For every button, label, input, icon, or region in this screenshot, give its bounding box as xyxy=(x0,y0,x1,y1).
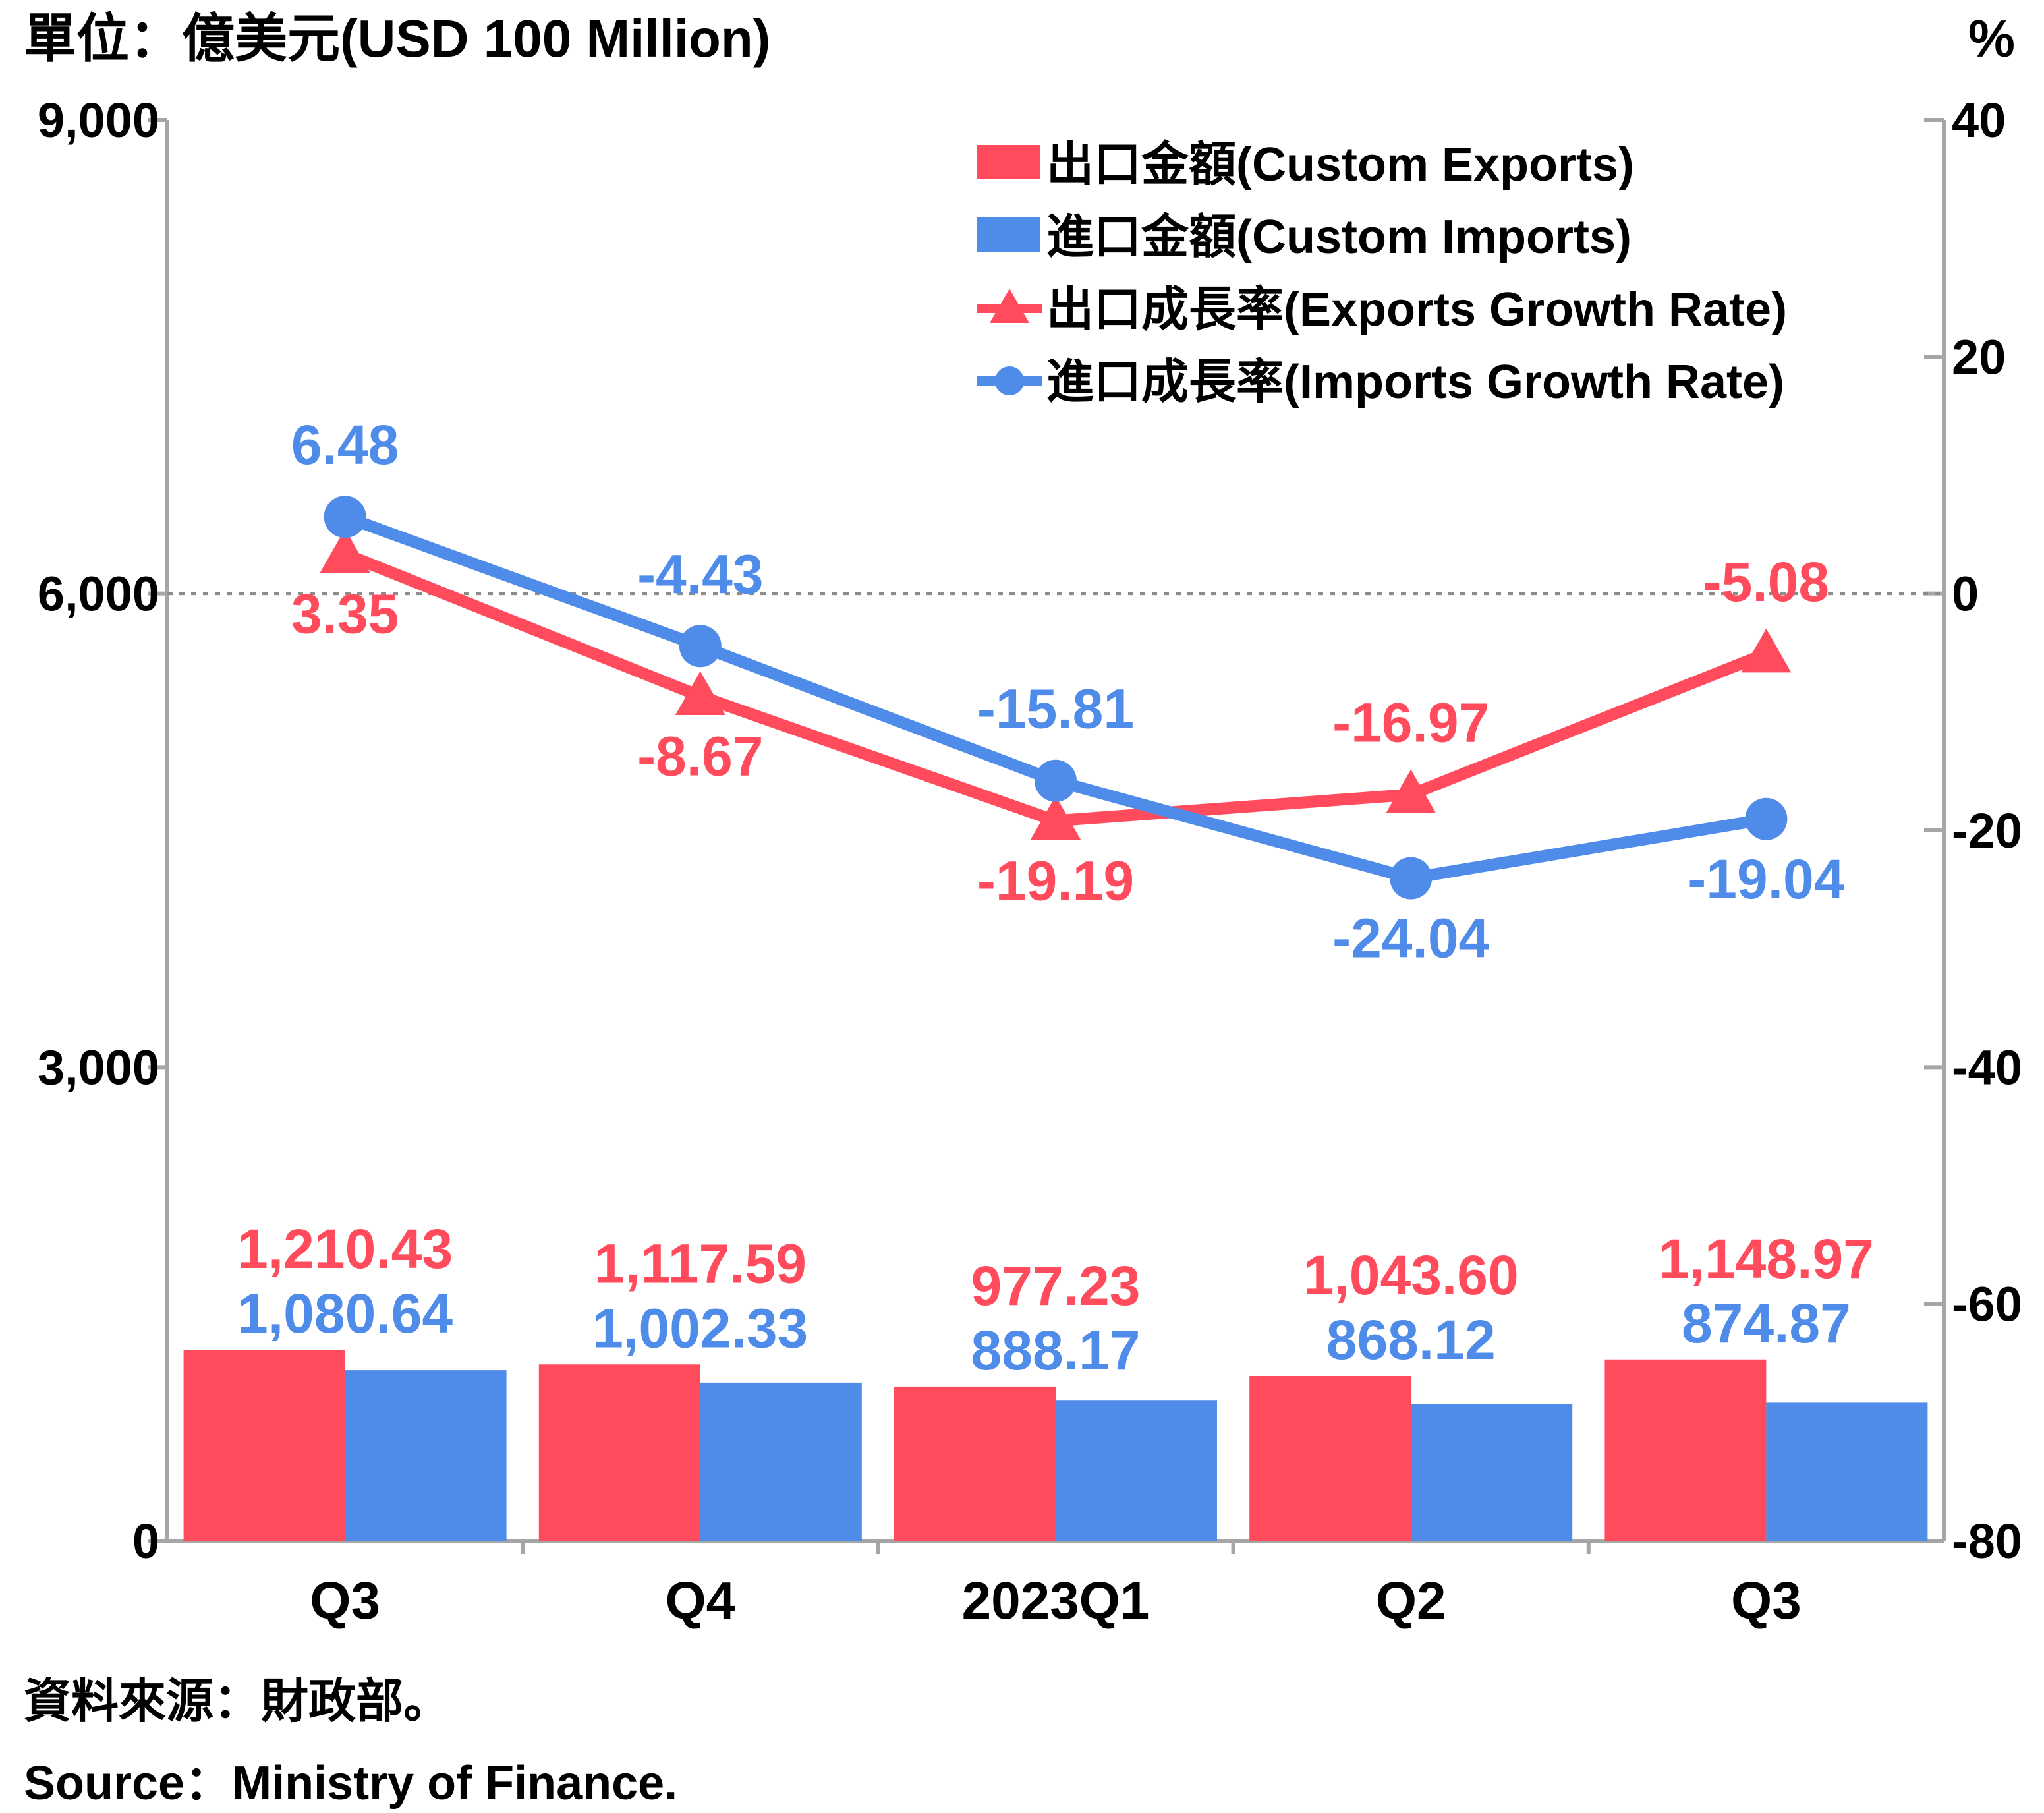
source-note-en: Source：Ministry of Finance. xyxy=(24,1757,678,1810)
import-bar xyxy=(1411,1404,1573,1541)
exports-growth-label: -16.97 xyxy=(1332,692,1489,754)
right-tick-label: -60 xyxy=(1952,1277,2022,1332)
exports-growth-label: 3.35 xyxy=(291,583,399,645)
legend-circle-marker xyxy=(995,366,1024,395)
lines xyxy=(320,496,1792,900)
right-tick-label: -20 xyxy=(1952,803,2022,858)
exports-growth-point xyxy=(1031,795,1081,840)
data-labels: 1,210.431,080.64 1,117.591,002.33 977.2388… xyxy=(237,414,1874,1381)
legend-label: 出口成長率(Exports Growth Rate) xyxy=(1046,283,1787,336)
right-tick-label: 40 xyxy=(1952,93,2006,148)
import-bar-label: 1,080.64 xyxy=(237,1282,453,1344)
imports-growth-label: -19.04 xyxy=(1688,848,1844,910)
export-bar-label: 1,043.60 xyxy=(1303,1244,1519,1306)
exports-growth-label: -19.19 xyxy=(977,849,1134,911)
exports-growth-label: -8.67 xyxy=(637,725,763,787)
export-bar-label: 1,210.43 xyxy=(237,1218,453,1280)
exports-growth-point xyxy=(320,529,370,573)
import-bar-label: 1,002.33 xyxy=(592,1297,808,1359)
imports-growth-label: -24.04 xyxy=(1332,907,1489,969)
legend-label: 出口金額(Custom Exports) xyxy=(1046,138,1634,191)
export-bar-label: 1,117.59 xyxy=(594,1232,807,1294)
imports-growth-point xyxy=(1745,797,1788,840)
left-tick-label: 6,000 xyxy=(38,567,159,621)
import-bar xyxy=(700,1382,862,1541)
export-bar-label: 977.23 xyxy=(971,1255,1141,1317)
imports-growth-point xyxy=(324,496,366,538)
left-axis-title: 單位：億美元(USD 100 Million) xyxy=(24,9,770,68)
legend-triangle-marker xyxy=(990,289,1029,323)
right-tick-label: -80 xyxy=(1952,1514,2022,1568)
category-label: Q3 xyxy=(1731,1571,1802,1630)
legend-swatch xyxy=(977,145,1040,179)
legend-swatch xyxy=(977,217,1040,252)
import-bar-label: 874.87 xyxy=(1682,1292,1851,1354)
axes: 單位：億美元(USD 100 Million) % 0 3,000 6,000 9,000… xyxy=(24,9,2022,1630)
exports-growth-point xyxy=(1386,769,1436,814)
category-label: Q4 xyxy=(665,1571,735,1630)
import-bar xyxy=(1766,1402,1928,1541)
right-tick-label: 0 xyxy=(1952,567,1979,621)
export-bar xyxy=(538,1364,700,1541)
bars xyxy=(183,1350,1928,1541)
imports-growth-label: -4.43 xyxy=(637,543,763,605)
export-bar-label: 1,148.97 xyxy=(1659,1228,1874,1290)
imports-growth-label: -15.81 xyxy=(977,678,1134,740)
export-bar xyxy=(1249,1375,1411,1541)
category-label: Q3 xyxy=(310,1571,380,1630)
imports-growth-point xyxy=(1035,759,1077,802)
imports-growth-point xyxy=(1390,857,1433,900)
export-bar xyxy=(894,1386,1056,1541)
right-tick-label: 20 xyxy=(1952,330,2006,384)
exports-growth-point xyxy=(675,671,725,715)
left-tick-label: 3,000 xyxy=(38,1040,159,1095)
category-label: 2023Q1 xyxy=(962,1571,1150,1630)
right-axis-title: % xyxy=(1968,9,2015,68)
left-tick-label: 9,000 xyxy=(38,93,159,148)
imports-growth-point xyxy=(679,625,722,668)
imports-growth-label: 6.48 xyxy=(291,414,399,476)
export-bar xyxy=(1604,1359,1767,1541)
source-note-zh: 資料來源：財政部。 xyxy=(24,1675,451,1728)
import-bar-label: 888.17 xyxy=(971,1319,1141,1381)
export-bar xyxy=(183,1350,345,1541)
category-label: Q2 xyxy=(1376,1571,1446,1630)
legend-label: 進口成長率(Imports Growth Rate) xyxy=(1046,356,1784,409)
legend-label: 進口金額(Custom Imports) xyxy=(1046,211,1632,264)
exports-growth-point xyxy=(1741,628,1792,673)
exports-growth-label: -5.08 xyxy=(1703,551,1829,613)
import-bar xyxy=(345,1370,507,1541)
import-bar xyxy=(1056,1400,1217,1541)
left-tick-label: 0 xyxy=(132,1514,159,1568)
right-tick-label: -40 xyxy=(1952,1040,2022,1095)
legend: 出口金額(Custom Exports) 進口金額(Custom Imports)… xyxy=(977,138,1787,409)
import-bar-label: 868.12 xyxy=(1326,1309,1496,1371)
